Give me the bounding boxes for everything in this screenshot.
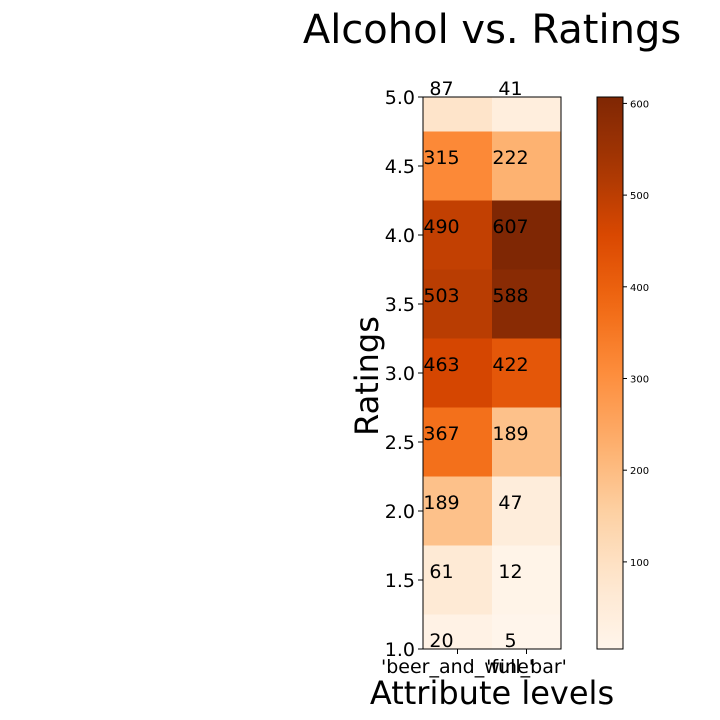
- heatmap-cells: [423, 97, 561, 649]
- colorbar-tick-label: 600: [630, 99, 649, 110]
- y-tick-label: 2.0: [385, 501, 415, 523]
- y-tick-label: 4.5: [385, 156, 415, 178]
- y-tick-label: 4.0: [385, 225, 415, 247]
- cell-value-label: 463: [423, 354, 459, 376]
- x-axis-label: Attribute levels: [370, 674, 614, 712]
- cell-value-label: 367: [423, 423, 459, 445]
- colorbar: 100 200 300 400 500 600: [596, 96, 649, 650]
- cell-value-label: 41: [498, 78, 522, 100]
- cell-value-label: 87: [429, 78, 453, 100]
- x-tick-label: 'beer_and_wine': [381, 656, 534, 678]
- y-tick-label: 3.5: [385, 294, 415, 316]
- heatmap-cell: [492, 97, 561, 132]
- heatmap-cell: [492, 269, 561, 339]
- y-axis-label: Ratings: [348, 316, 386, 436]
- x-tick-label: 'full_bar': [486, 656, 567, 678]
- heatmap-cell: [423, 269, 492, 339]
- heatmap-cell: [492, 614, 561, 649]
- heatmap-cell: [492, 338, 561, 408]
- heatmap-cell: [423, 545, 492, 615]
- colorbar-tick-label: 100: [630, 558, 649, 569]
- y-tick-label: 3.0: [385, 363, 415, 385]
- heatmap-cell: [492, 131, 561, 201]
- chart-title: Alcohol vs. Ratings: [303, 7, 681, 53]
- heatmap-cell: [423, 476, 492, 546]
- heatmap-cell: [492, 407, 561, 477]
- colorbar-tick-label: 200: [630, 466, 649, 477]
- cell-value-label: 5: [504, 630, 516, 652]
- heatmap-cell: [492, 476, 561, 546]
- cell-value-label: 422: [492, 354, 528, 376]
- heatmap-cell: [423, 200, 492, 270]
- cell-value-label: 490: [423, 216, 459, 238]
- heatmap-cell: [423, 97, 492, 132]
- cell-value-label: 503: [423, 285, 459, 307]
- y-tick-label: 1.0: [385, 639, 415, 661]
- heatmap-cell-labels: 20 5 61 12 189 47 367 189 463 422 503 588 490 607 315 2…: [423, 78, 528, 652]
- y-tick-label: 2.5: [385, 432, 415, 454]
- heatmap-cell: [492, 545, 561, 615]
- cell-value-label: 607: [492, 216, 528, 238]
- cell-value-label: 20: [429, 630, 453, 652]
- colorbar-tick-label: 300: [630, 375, 649, 386]
- y-axis-ticks: 1.0 1.5 2.0 2.5 3.0 3.5 4.0 4.5 5.0: [385, 87, 423, 661]
- x-axis-ticks: 'beer_and_wine''full_bar': [381, 649, 567, 678]
- heatmap-cell: [423, 338, 492, 408]
- heatmap-cell: [423, 131, 492, 201]
- cell-value-label: 61: [429, 561, 453, 583]
- y-tick-label: 1.5: [385, 570, 415, 592]
- cell-value-label: 315: [423, 147, 459, 169]
- heatmap-cell: [423, 614, 492, 649]
- y-tick-label: 5.0: [385, 87, 415, 109]
- heatmap-cell: [492, 200, 561, 270]
- cell-value-label: 222: [492, 147, 528, 169]
- heatmap-cell: [423, 407, 492, 477]
- colorbar-tick-label: 400: [630, 283, 649, 294]
- cell-value-label: 47: [498, 492, 522, 514]
- cell-value-label: 189: [423, 492, 459, 514]
- cell-value-label: 588: [492, 285, 528, 307]
- colorbar-tick-label: 500: [630, 191, 649, 202]
- cell-value-label: 189: [492, 423, 528, 445]
- cell-value-label: 12: [498, 561, 522, 583]
- colorbar-gradient: [596, 96, 624, 650]
